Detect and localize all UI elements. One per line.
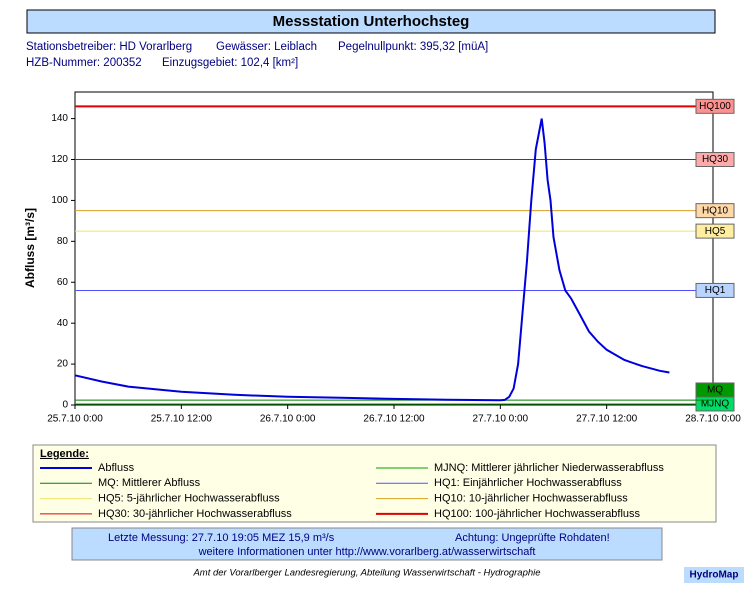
x-tick-label: 27.7.10 0:00 xyxy=(473,414,529,425)
legend-label: HQ30: 30-jährlicher Hochwasserabfluss xyxy=(98,508,292,520)
y-tick-label: 20 xyxy=(57,359,69,370)
reference-label: HQ10 xyxy=(702,205,729,216)
legend-label: Abfluss xyxy=(98,462,135,474)
reference-label-box xyxy=(695,203,735,219)
reference-label-box xyxy=(695,98,735,114)
reference-label: MQ xyxy=(707,385,723,396)
legend-label: MJNQ: Mittlerer jährlicher Niederwassera… xyxy=(434,462,664,474)
legend-label: MQ: Mittlerer Abfluss xyxy=(98,477,201,489)
warning: Achtung: Ungeprüfte Rohdaten! xyxy=(455,532,610,544)
legend-label: HQ10: 10-jährlicher Hochwasserabfluss xyxy=(434,493,628,505)
y-tick-label: 100 xyxy=(51,195,68,206)
last-measurement: Letzte Messung: 27.7.10 19:05 MEZ 15,9 m… xyxy=(108,532,335,544)
x-tick-label: 26.7.10 0:00 xyxy=(260,414,316,425)
y-tick-label: 40 xyxy=(57,318,69,329)
y-tick-label: 0 xyxy=(62,400,68,411)
y-tick-label: 60 xyxy=(57,277,69,288)
reference-label: MJNQ xyxy=(701,399,730,410)
reference-label-box xyxy=(695,223,735,239)
info: HZB-Nummer: 200352 xyxy=(26,57,142,69)
reference-label-box xyxy=(695,282,735,298)
x-tick-label: 26.7.10 12:00 xyxy=(363,414,425,425)
x-tick-label: 27.7.10 12:00 xyxy=(576,414,638,425)
y-tick-label: 140 xyxy=(51,113,68,124)
info: Stationsbetreiber: HD Vorarlberg xyxy=(26,41,192,53)
reference-label: HQ30 xyxy=(702,154,729,165)
reference-label: HQ5 xyxy=(705,226,726,237)
legend-title: Legende: xyxy=(40,448,89,460)
legend-label: HQ5: 5-jährlicher Hochwasserabfluss xyxy=(98,493,280,505)
info: Einzugsgebiet: 102,4 [km²] xyxy=(162,57,298,69)
brand: HydroMap xyxy=(690,570,739,581)
brand-box xyxy=(684,567,744,583)
footer-box xyxy=(71,527,663,561)
legend-box xyxy=(32,444,717,523)
line xyxy=(74,118,670,402)
y-axis-label: Abfluss [m³/s] xyxy=(23,208,37,288)
x-tick-label: 25.7.10 0:00 xyxy=(47,414,103,425)
y-tick-label: 80 xyxy=(57,236,69,247)
legend-label: HQ100: 100-jährlicher Hochwasserabfluss xyxy=(434,508,641,520)
x-tick-label: 28.7.10 0:00 xyxy=(685,414,741,425)
plot-area xyxy=(74,91,714,406)
title-box xyxy=(26,9,716,34)
more-info: weitere Informationen unter http://www.v… xyxy=(198,546,536,558)
reference-label-box xyxy=(695,382,735,398)
y-tick-label: 120 xyxy=(51,154,68,165)
legend-label: HQ1: Einjährlicher Hochwasserabfluss xyxy=(434,477,622,489)
info: Pegelnullpunkt: 395,32 [müA] xyxy=(338,41,488,53)
x-tick-label: 25.7.10 12:00 xyxy=(151,414,213,425)
reference-label-box xyxy=(695,152,735,168)
reference-label: HQ1 xyxy=(705,285,726,296)
title: Messstation Unterhochsteg xyxy=(273,13,470,30)
reference-label: HQ100 xyxy=(699,101,731,112)
info: Gewässer: Leiblach xyxy=(216,41,317,53)
credit: Amt der Vorarlberger Landesregierung, Ab… xyxy=(192,568,540,579)
